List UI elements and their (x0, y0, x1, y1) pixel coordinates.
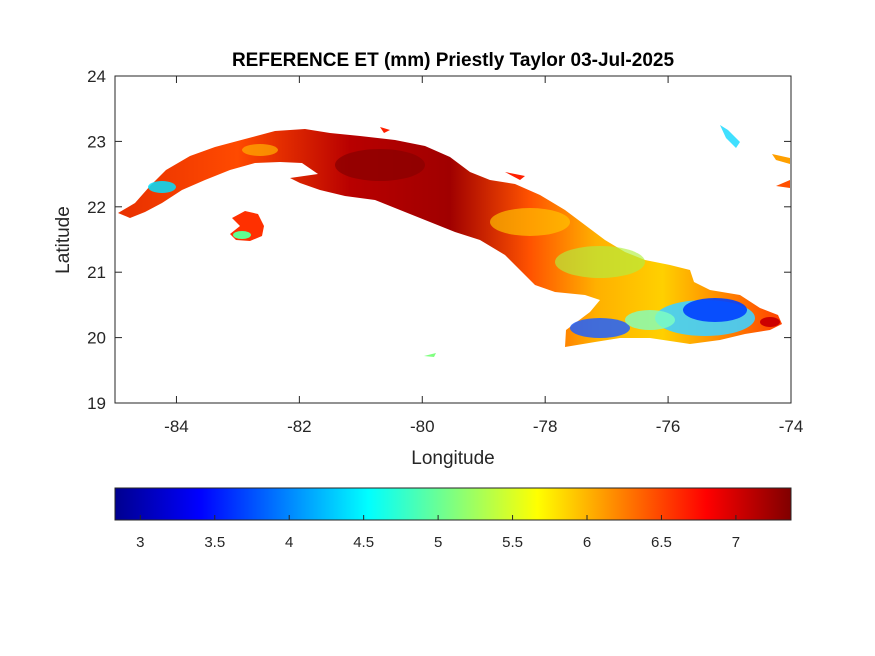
colorbar-tick-label: 7 (732, 534, 740, 551)
x-axis-label: Longitude (411, 448, 494, 469)
map-title: REFERENCE ET (mm) Priestly Taylor 03-Jul… (232, 50, 674, 71)
y-tick-label: 19 (87, 394, 106, 413)
raster-patch (760, 317, 780, 327)
colorbar-tick-label: 5.5 (502, 534, 523, 551)
raster-patch (233, 231, 251, 239)
cay-east (772, 154, 790, 164)
cay-northeast (720, 125, 740, 148)
colorbar-tick-label: 6 (583, 534, 591, 551)
colorbar-tick-label: 4 (285, 534, 293, 551)
colorbar-tick-label: 5 (434, 534, 442, 551)
y-ticks: 24 23 22 21 20 19 (87, 67, 791, 413)
raster-patch (335, 149, 425, 181)
cuba-main-island (118, 129, 782, 347)
colorbar-gradient (114, 487, 792, 521)
x-tick-label: -74 (779, 417, 804, 436)
raster-patch (148, 181, 176, 193)
raster-patch (490, 208, 570, 236)
x-tick-label: -76 (656, 417, 681, 436)
cay-north (505, 172, 525, 180)
x-ticks: -84 -82 -80 -78 -76 -74 (164, 76, 803, 436)
raster-patch (555, 246, 645, 278)
colorbar-tick-label: 4.5 (353, 534, 374, 551)
y-tick-label: 20 (87, 329, 106, 348)
raster-patch (242, 144, 278, 156)
y-tick-label: 24 (87, 67, 106, 86)
colorbar-tick-label: 3 (136, 534, 144, 551)
y-tick-label: 23 (87, 132, 106, 151)
colorbar-tick-label: 6.5 (651, 534, 672, 551)
y-tick-label: 21 (87, 263, 106, 282)
colorbar-ticks: 3 3.5 4 4.5 5 5.5 6 6.5 7 (136, 515, 740, 551)
raster-patch (570, 318, 630, 338)
map-axes: -84 -82 -80 -78 -76 -74 24 23 22 21 20 19 Longitud… (53, 67, 803, 469)
x-tick-label: -80 (410, 417, 435, 436)
x-tick-label: -84 (164, 417, 189, 436)
cay-east-2 (776, 180, 790, 188)
colorbar: 3 3.5 4 4.5 5 5.5 6 6.5 7 (114, 487, 792, 551)
raster-patch (683, 298, 747, 322)
colorbar-tick-label: 3.5 (204, 534, 225, 551)
y-axis-label: Latitude (53, 206, 74, 274)
cay-south (424, 353, 436, 357)
y-tick-label: 22 (87, 198, 106, 217)
cay-north-2 (380, 127, 390, 133)
raster-patch (625, 310, 675, 330)
x-tick-label: -78 (533, 417, 558, 436)
plot-area (114, 75, 792, 404)
et-raster (118, 125, 790, 357)
x-tick-label: -82 (287, 417, 312, 436)
